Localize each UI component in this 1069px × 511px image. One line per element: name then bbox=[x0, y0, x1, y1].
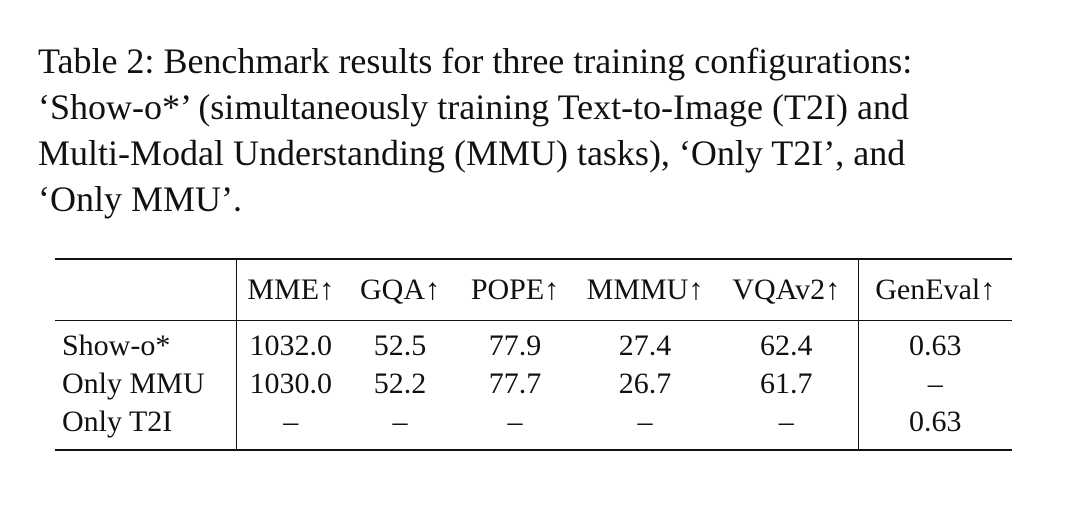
column-header: MMMU↑ bbox=[575, 259, 715, 321]
cell: 77.7 bbox=[488, 366, 542, 400]
table-row: Only T2I – – – – – 0.63 bbox=[55, 404, 1012, 450]
cell: – bbox=[637, 404, 653, 438]
caption: Table 2: Benchmark results for three tra… bbox=[38, 38, 912, 222]
cell: 26.7 bbox=[618, 366, 672, 400]
cell: 61.7 bbox=[760, 366, 813, 400]
corner-cell bbox=[55, 259, 236, 321]
cell: 27.4 bbox=[618, 328, 672, 362]
column-header: VQAv2↑ bbox=[715, 259, 858, 321]
cell: 1032.0 bbox=[235, 320, 345, 363]
column-header: MME↑ bbox=[235, 259, 345, 321]
row-label: Only MMU bbox=[62, 366, 205, 400]
cell: – bbox=[235, 404, 345, 450]
column-header: POPE↑ bbox=[455, 259, 575, 321]
caption-line: Table 2: Benchmark results for three tra… bbox=[38, 41, 913, 81]
table-row: Only MMU 1030.0 52.2 77.7 26.7 61.7 – bbox=[55, 362, 1012, 405]
cell: 62.4 bbox=[760, 328, 813, 362]
cell: 52.2 bbox=[373, 366, 427, 400]
table-row: Show-o* 1032.0 52.5 77.9 27.4 62.4 0.63 bbox=[55, 320, 1012, 363]
cell: 77.9 bbox=[488, 328, 542, 362]
cell: – bbox=[392, 404, 408, 438]
column-header: GenEval↑ bbox=[857, 259, 1012, 321]
cell: 0.63 bbox=[857, 320, 1012, 363]
caption-line: ‘Show-o*’ (simultaneously training Text-… bbox=[38, 87, 909, 127]
caption-line: ‘Only MMU’. bbox=[38, 179, 242, 219]
row-label: Only T2I bbox=[62, 404, 173, 438]
cell: 1030.0 bbox=[235, 362, 345, 405]
row-label: Show-o* bbox=[62, 328, 171, 362]
column-header: GQA↑ bbox=[345, 259, 455, 321]
cell: 52.5 bbox=[373, 328, 427, 362]
cell: 0.63 bbox=[857, 404, 1012, 450]
caption-line: Multi-Modal Understanding (MMU) tasks), … bbox=[38, 133, 906, 173]
results-table: MME↑ GQA↑ POPE↑ MMMU↑ VQAv2↑ GenEval↑ Show-o*… bbox=[55, 258, 1012, 451]
cell: – bbox=[507, 404, 523, 438]
header-row: MME↑ GQA↑ POPE↑ MMMU↑ VQAv2↑ GenEval↑ bbox=[55, 259, 1012, 321]
cell: – bbox=[778, 404, 794, 438]
cell: – bbox=[857, 362, 1012, 405]
